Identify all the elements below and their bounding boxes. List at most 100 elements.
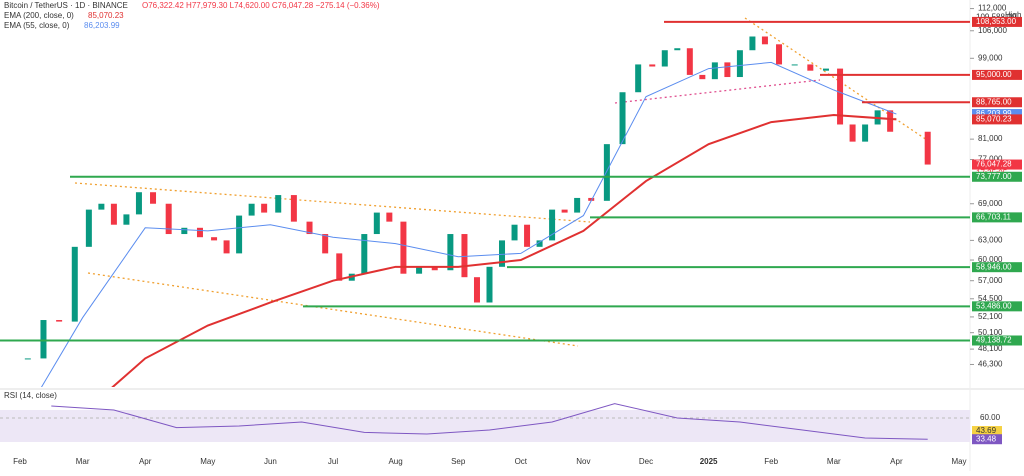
indicator-name: EMA (55, close, 0) <box>4 21 70 30</box>
candle <box>791 64 798 66</box>
candle <box>619 92 626 145</box>
symbol: Bitcoin / TetherUS · 1D · BINANCE <box>4 1 128 10</box>
level-label: 88,765.00 <box>976 97 1012 106</box>
candle <box>849 124 856 142</box>
x-tick-label: Apr <box>890 457 903 466</box>
candle <box>499 240 506 267</box>
candle <box>196 227 203 238</box>
x-tick-label: Jul <box>328 457 338 466</box>
y-tick-label: 60,000 <box>978 255 1003 264</box>
candle <box>649 64 656 67</box>
x-tick-label: Aug <box>388 457 402 466</box>
level-label: 76,047.28 <box>976 160 1012 169</box>
candle <box>275 195 282 213</box>
x-tick-label: Apr <box>139 457 152 466</box>
level-box <box>972 114 1022 125</box>
y-tick-label: 54,500 <box>978 294 1003 303</box>
level-label: 73,777.00 <box>976 172 1012 181</box>
level-box <box>972 301 1022 312</box>
candle <box>761 36 768 45</box>
y-tick-label: 52,100 <box>978 312 1003 321</box>
level-label: 49,138.72 <box>976 336 1012 345</box>
y-tick-label: 57,000 <box>978 276 1003 285</box>
candle <box>674 48 681 51</box>
candle <box>524 224 531 247</box>
rsi-line <box>51 403 928 440</box>
level-box <box>972 69 1022 80</box>
y-tick-label: 81,000 <box>978 134 1003 143</box>
level-box <box>972 212 1022 223</box>
candle <box>574 197 581 213</box>
x-tick-label: May <box>951 457 966 466</box>
candle <box>461 234 468 278</box>
ema55-line <box>40 61 897 387</box>
candle <box>98 203 105 210</box>
candle <box>486 266 493 303</box>
candle <box>40 320 47 359</box>
candle <box>862 124 869 142</box>
candle <box>165 203 172 235</box>
level-label: 95,000.00 <box>976 70 1012 79</box>
candle <box>724 62 731 78</box>
candle <box>123 214 130 225</box>
x-tick-label: Feb <box>13 457 27 466</box>
candle <box>661 50 668 67</box>
y-tick-label: 46,300 <box>978 360 1003 369</box>
level-label: 53,486.00 <box>976 301 1012 310</box>
plot <box>24 36 931 387</box>
x-tick-label: Mar <box>76 457 90 466</box>
candle <box>85 209 92 247</box>
x-tick-label: Feb <box>764 457 778 466</box>
level-box <box>972 97 1022 108</box>
candle <box>236 215 243 254</box>
level-box <box>972 16 1022 27</box>
candle <box>373 212 380 235</box>
candle <box>447 234 454 271</box>
level-label: 108,353.00 <box>976 17 1017 26</box>
y-tick-label: 77,000 <box>978 155 1003 164</box>
candle <box>749 36 756 51</box>
level-tag: High <box>1005 10 1021 19</box>
level-label: 58,946.00 <box>976 262 1012 271</box>
candle <box>776 44 783 65</box>
trend-line <box>614 79 821 104</box>
y-tick-label: 112,000 <box>978 4 1007 13</box>
candle <box>400 221 407 274</box>
x-tick-label: Sep <box>451 457 466 466</box>
rsi-ma-box <box>972 426 1002 437</box>
candle <box>473 277 480 303</box>
candle <box>24 358 31 360</box>
candle <box>603 144 610 201</box>
level-label: 86,203.99 <box>976 109 1012 118</box>
x-tick-label: Dec <box>639 457 653 466</box>
indicator-name: EMA (200, close, 0) <box>4 11 74 20</box>
candle <box>822 68 829 71</box>
candle <box>536 240 543 247</box>
rsi-value-label: 33.48 <box>976 434 997 443</box>
candle <box>431 266 438 271</box>
candle <box>248 203 255 216</box>
candle <box>924 131 931 165</box>
level-box <box>972 159 1022 170</box>
candle <box>549 209 556 241</box>
y-tick-label: 48,100 <box>978 344 1003 353</box>
ohlc: O76,322.42 H77,979.30 L74,620.00 C76,047… <box>142 1 380 10</box>
level-box <box>972 171 1022 182</box>
y-tick-label: 63,000 <box>978 235 1003 244</box>
trend-lines <box>74 17 931 347</box>
candle <box>635 64 642 93</box>
rsi-value-box <box>972 434 1002 445</box>
x-tick-label: May <box>200 457 215 466</box>
level-label: 85,070.23 <box>976 114 1012 123</box>
indicator-value: 85,070.23 <box>88 11 124 20</box>
y-tick-label: 99,000 <box>978 53 1003 62</box>
candle <box>588 197 595 201</box>
candle <box>322 234 329 254</box>
level-box <box>972 262 1022 273</box>
x-tick-label: Nov <box>576 457 590 466</box>
candle <box>56 320 63 322</box>
candle <box>290 195 297 222</box>
x-tick-label: Jun <box>264 457 277 466</box>
